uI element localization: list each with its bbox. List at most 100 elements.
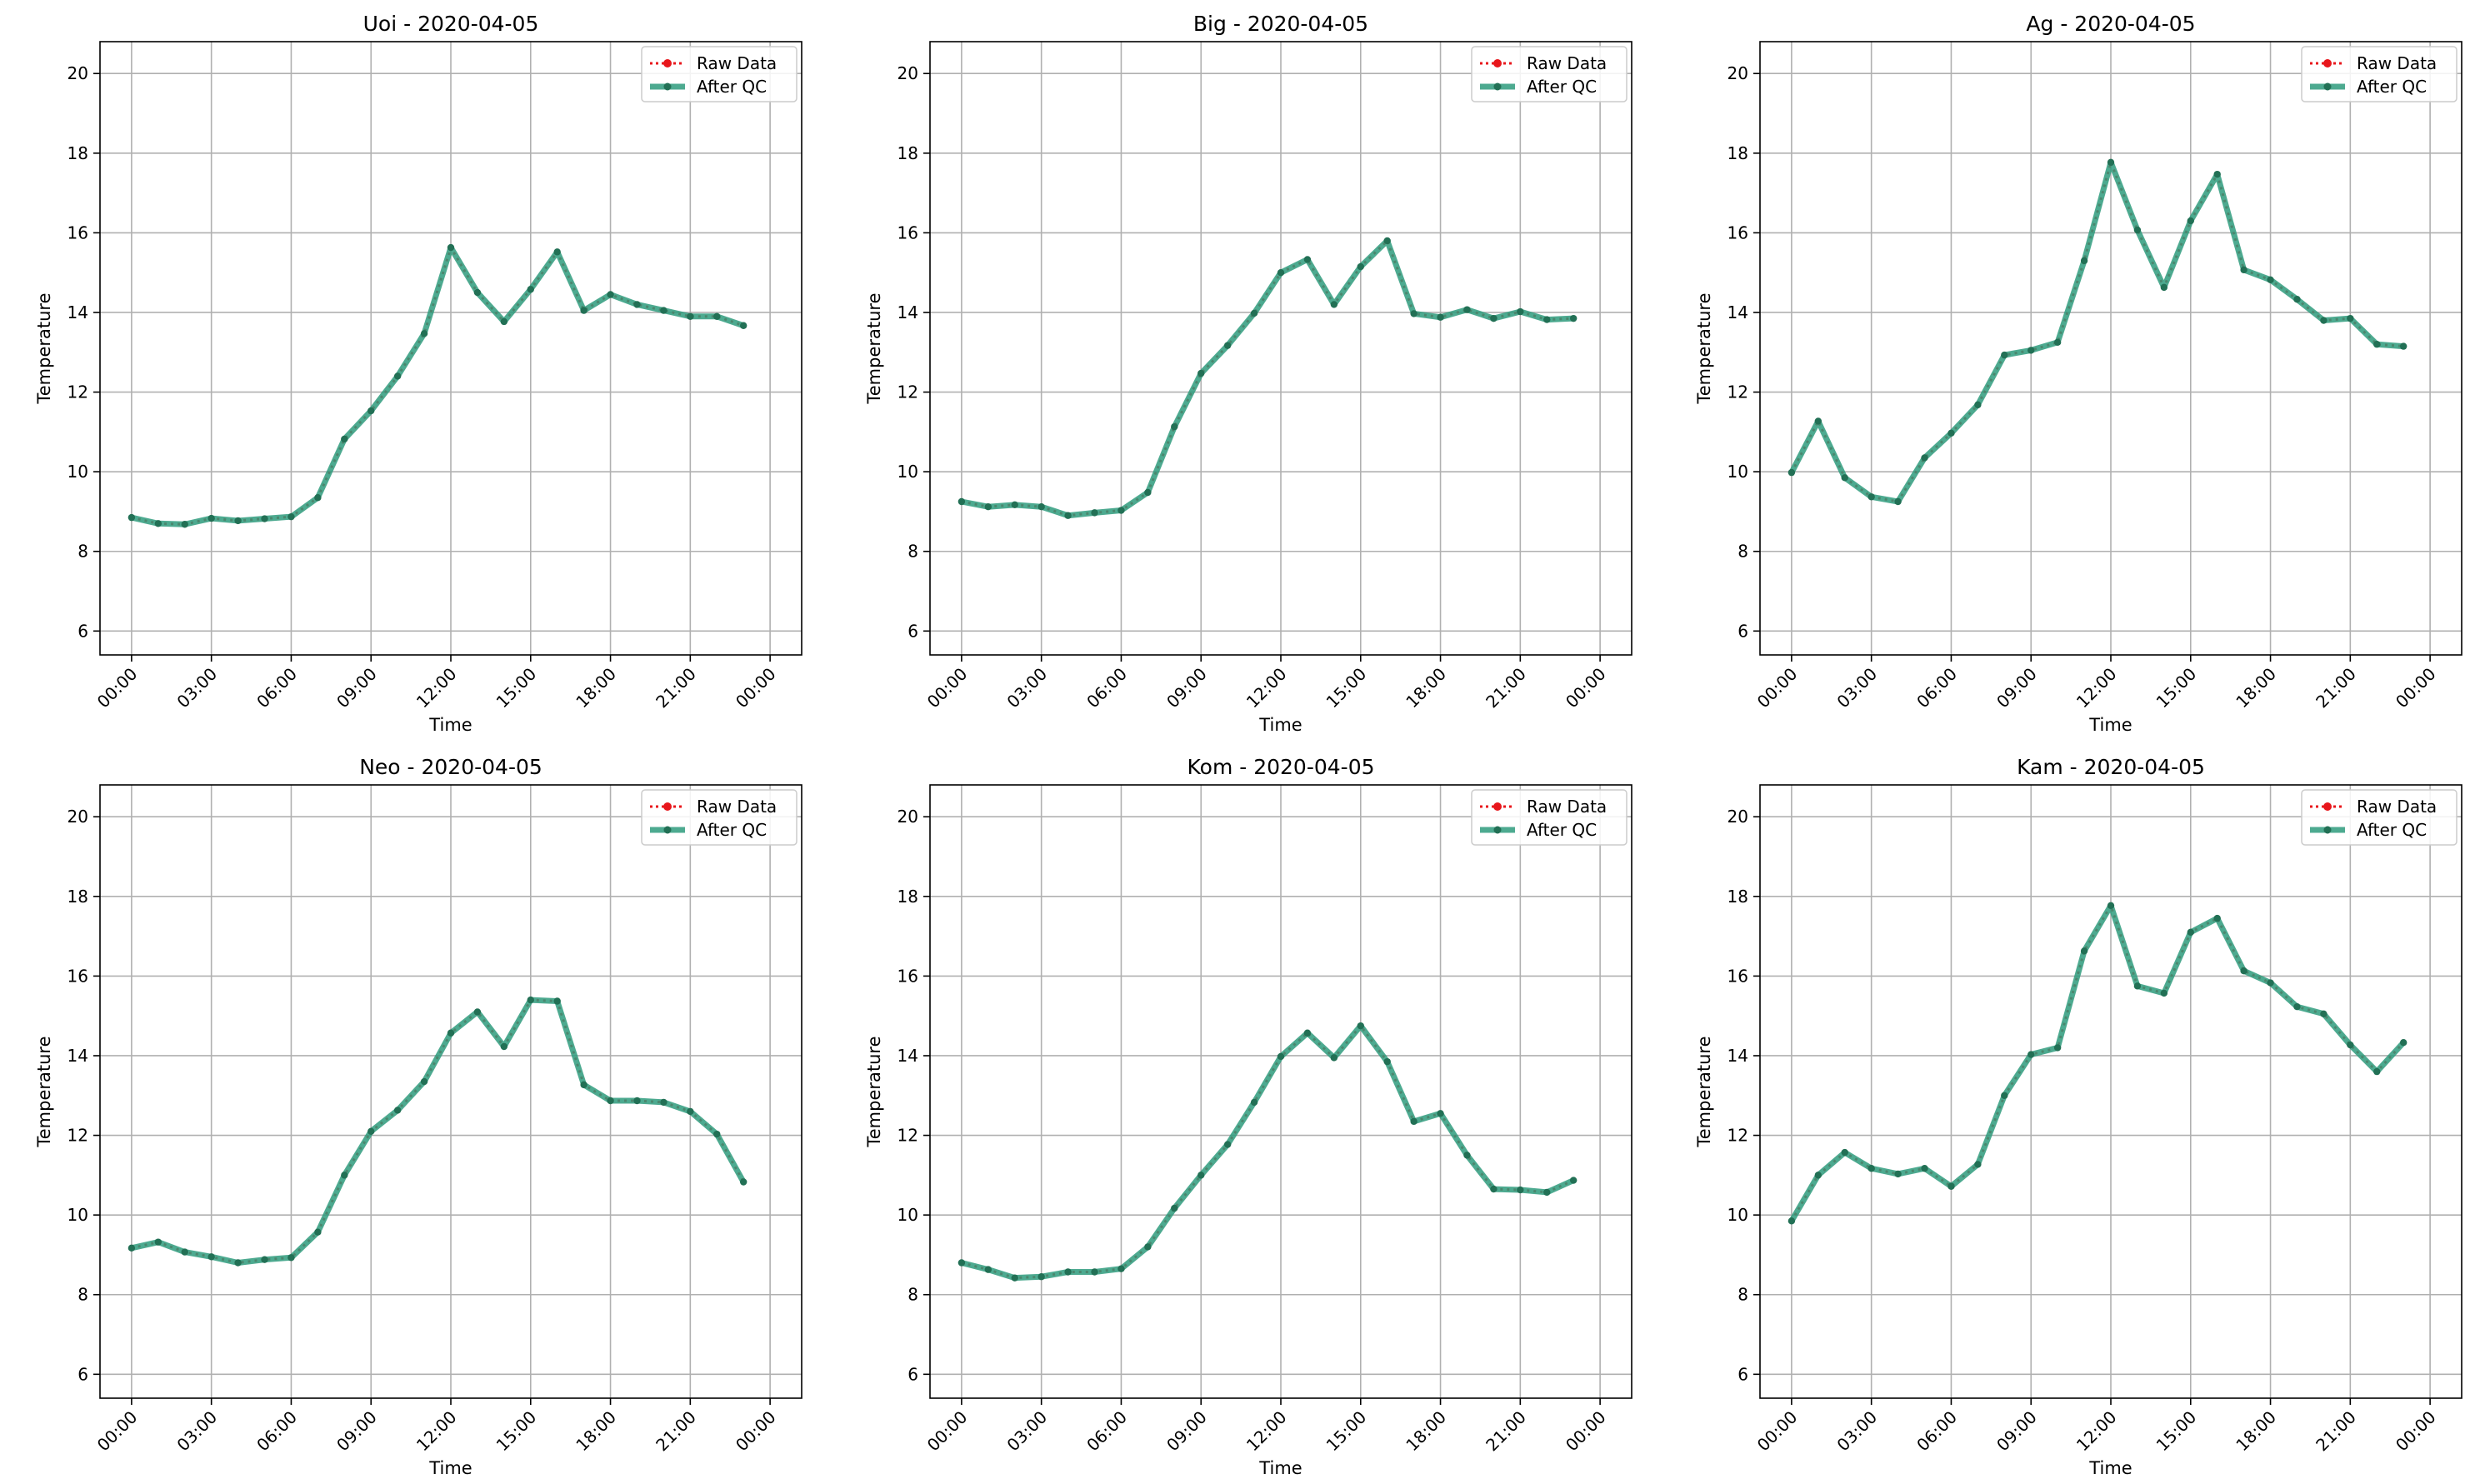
x-tick-label: 03:00	[172, 1407, 221, 1456]
x-tick-label: 21:00	[652, 664, 700, 712]
legend-marker-raw-data	[2323, 802, 2332, 811]
data-point	[1277, 1052, 1285, 1061]
x-tick-label: 09:00	[1992, 664, 2041, 712]
y-tick-label: 16	[1728, 966, 1748, 986]
x-axis-label: Time	[2088, 1458, 2132, 1478]
data-point	[527, 996, 534, 1004]
data-point	[473, 1008, 482, 1016]
data-point	[553, 997, 561, 1005]
y-tick-label: 12	[1728, 382, 1748, 402]
data-point	[1171, 422, 1178, 431]
x-tick-label: 00:00	[732, 664, 780, 712]
y-tick-label: 12	[1728, 1126, 1748, 1146]
legend-marker-raw-data	[1493, 802, 1502, 811]
x-tick-label: 06:00	[1912, 1407, 1961, 1456]
y-tick-label: 6	[1738, 621, 1748, 641]
legend-label-raw-data: Raw Data	[1527, 797, 1607, 817]
x-tick-label: 00:00	[1753, 664, 1802, 712]
data-point	[2267, 276, 2274, 283]
legend-label-after-qc: After QC	[2357, 77, 2427, 97]
data-point	[1223, 1141, 1232, 1148]
data-point	[1118, 507, 1125, 514]
x-tick-label: 21:00	[1482, 1407, 1530, 1456]
data-point	[2293, 296, 2301, 303]
data-point	[1437, 313, 1444, 321]
data-point	[234, 517, 242, 525]
data-point	[1921, 1165, 1928, 1172]
x-tick-label: 00:00	[923, 664, 972, 712]
data-point	[1974, 401, 1982, 409]
data-point	[181, 1248, 188, 1256]
x-tick-label: 00:00	[732, 1407, 780, 1456]
x-tick-label: 12:00	[412, 1407, 461, 1456]
y-tick-label: 10	[68, 1205, 88, 1225]
data-point	[1064, 1268, 1072, 1276]
y-tick-label: 16	[68, 222, 88, 242]
x-tick-label: 00:00	[2392, 1407, 2440, 1456]
data-point	[1357, 262, 1364, 271]
data-point	[154, 1238, 162, 1246]
data-point	[1011, 1274, 1018, 1282]
data-point	[633, 301, 641, 308]
x-tick-label: 00:00	[1562, 1407, 1610, 1456]
data-point	[1463, 306, 1471, 313]
data-point	[739, 1178, 748, 1186]
y-axis-label: Temperature	[864, 1036, 884, 1147]
data-point	[1788, 1217, 1796, 1225]
data-point	[713, 312, 721, 320]
x-tick-label: 15:00	[492, 1407, 541, 1456]
chart-title: Kam - 2020-04-05	[2017, 755, 2205, 779]
data-point	[393, 1107, 402, 1114]
data-point	[1330, 301, 1338, 308]
data-point	[2160, 283, 2168, 292]
series-line-after-qc	[131, 244, 745, 527]
data-point	[1223, 342, 1232, 349]
data-point	[1064, 512, 1072, 519]
data-point	[208, 514, 215, 522]
data-point	[128, 1244, 136, 1252]
x-tick-label: 21:00	[652, 1407, 700, 1456]
y-axis-label: Temperature	[1694, 292, 1714, 404]
legend-marker-after-qc	[1493, 82, 1502, 91]
x-tick-label: 00:00	[923, 1407, 972, 1456]
data-point	[958, 1259, 966, 1267]
data-point	[1868, 493, 1875, 501]
data-point	[739, 322, 748, 329]
x-axis-label: Time	[1258, 715, 1302, 735]
data-point	[341, 435, 348, 443]
x-tick-label: 03:00	[1002, 1407, 1051, 1456]
y-tick-label: 12	[68, 382, 88, 402]
data-point	[1277, 268, 1285, 277]
y-tick-label: 18	[68, 887, 88, 907]
data-point	[500, 317, 508, 326]
data-point	[2320, 1010, 2328, 1018]
data-point	[128, 513, 136, 522]
data-point	[420, 1077, 428, 1086]
data-point	[580, 1081, 588, 1089]
y-tick-label: 6	[78, 1364, 88, 1384]
data-point	[447, 1029, 455, 1037]
data-point	[1303, 256, 1312, 263]
y-tick-label: 14	[1728, 302, 1748, 322]
data-point	[420, 330, 428, 337]
legend-marker-after-qc	[1493, 826, 1502, 834]
x-tick-label: 09:00	[1162, 1407, 1211, 1456]
y-tick-label: 8	[908, 542, 918, 562]
data-point	[1814, 417, 1822, 425]
data-point	[1383, 1057, 1391, 1066]
y-tick-label: 8	[78, 1285, 88, 1305]
x-tick-label: 12:00	[1242, 1407, 1291, 1456]
y-tick-label: 10	[898, 462, 918, 482]
chart-panel-1: 6 8 10 12 14 16 18 20 00:00 03:00 06:00 09:00 12:00 1…	[864, 12, 1632, 735]
series-line-after-qc	[131, 997, 747, 1267]
y-tick-label: 16	[68, 966, 88, 986]
x-tick-label: 21:00	[2312, 1407, 2360, 1456]
data-point	[958, 497, 966, 506]
y-axis-label: Temperature	[864, 292, 884, 404]
x-tick-label: 18:00	[1402, 664, 1450, 712]
data-point	[527, 286, 534, 293]
legend-label-raw-data: Raw Data	[2357, 797, 2437, 817]
y-tick-label: 10	[68, 462, 88, 482]
data-point	[368, 1127, 375, 1135]
